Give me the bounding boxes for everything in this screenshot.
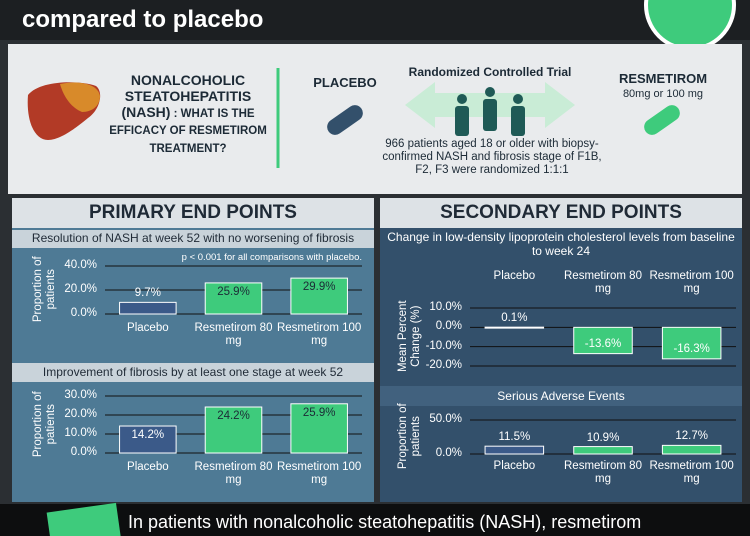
value-label: 25.9% (217, 285, 250, 298)
bar (290, 403, 348, 454)
x-tick-label: Placebo (493, 460, 536, 472)
x-tick-label: Resmetirom 80 mg (194, 322, 273, 348)
y-tick-label: 0.0% (435, 320, 462, 333)
chart-note: p < 0.001 for all comparisons with place… (181, 252, 362, 263)
panel-title: SECONDARY END POINTS (440, 202, 682, 223)
drug-label: RESMETIROM (618, 71, 708, 86)
subtitle-band (12, 230, 374, 248)
value-label: 14.2% (131, 429, 165, 442)
trial-label: Randomized Controlled Trial (408, 65, 572, 79)
value-label: 10.9% (586, 431, 620, 444)
value-label: 9.7% (134, 287, 161, 300)
bar (573, 446, 633, 455)
value-label: 24.2% (217, 410, 250, 423)
y-axis-label: Proportion of patients (396, 403, 422, 470)
bar (573, 326, 633, 355)
bar (204, 282, 263, 315)
y-tick-label: 10.0% (429, 301, 462, 313)
x-tick-label: Placebo (127, 322, 169, 334)
x-tick-label: Placebo (493, 270, 536, 282)
population-text: 966 patients aged 18 or older with biops… (382, 138, 602, 177)
x-tick-label: Resmetirom 80 mg (564, 270, 642, 296)
page-title: compared to placebo (22, 6, 264, 33)
subtitle-band (380, 386, 742, 406)
bar (290, 277, 348, 315)
drug-pill (644, 105, 680, 135)
x-tick-label: Resmetirom 100 mg (649, 460, 734, 486)
chart-title: Resolution of NASH at week 52 with no wo… (31, 231, 355, 245)
y-tick-label: 10.0% (64, 427, 97, 439)
chart-title: Change in low-density lipoprotein choles… (387, 230, 735, 258)
value-label: -13.6% (584, 337, 622, 350)
subtitle-band (12, 363, 374, 382)
liver-icon (60, 82, 100, 112)
footer-icon (46, 502, 122, 536)
question-rest: : WHAT IS THE EFFICACY OF RESMETIROM TRE… (109, 108, 267, 155)
y-tick-label: 0.0% (70, 446, 97, 458)
placebo-pill (327, 105, 363, 135)
value-label: -16.3% (673, 342, 710, 355)
people-icon (455, 87, 525, 136)
bar (119, 301, 177, 315)
y-tick-label: 20.0% (64, 408, 97, 420)
bar (484, 326, 545, 329)
value-label: 12.7% (675, 430, 708, 443)
bar (661, 326, 722, 360)
question: NONALCOHOLIC STEATOHEPATITIS (NASH) : WH… (104, 72, 272, 156)
y-tick-label: 0.0% (435, 447, 462, 459)
question-bold: NONALCOHOLIC STEATOHEPATITIS (NASH) (121, 72, 252, 121)
y-tick-label: 0.0% (70, 307, 97, 319)
y-tick-label: 50.0% (429, 413, 462, 425)
title-band (380, 198, 742, 228)
title-band (12, 198, 374, 228)
y-tick-label: -10.0% (425, 339, 462, 352)
y-tick-label: -20.0% (425, 359, 462, 371)
x-tick-label: Resmetirom 100 mg (649, 270, 734, 296)
bar (119, 425, 177, 454)
header-band (0, 0, 750, 40)
footer-text: In patients with nonalcoholic steatohepa… (128, 512, 642, 532)
y-tick-label: 20.0% (64, 283, 97, 295)
logo (644, 0, 736, 51)
value-label: 25.9% (302, 406, 336, 419)
bar (484, 445, 545, 455)
x-tick-label: Resmetirom 80 mg (194, 461, 273, 487)
dose-label: 80mg or 100 mg (622, 88, 704, 100)
value-label: 29.9% (302, 281, 336, 294)
chart-title: Serious Adverse Events (497, 389, 625, 403)
placebo-label: PLACEBO (313, 75, 377, 90)
value-label: 0.1% (501, 312, 528, 325)
bar (661, 444, 722, 455)
x-tick-label: Resmetirom 100 mg (276, 322, 362, 348)
y-tick-label: 30.0% (64, 389, 97, 401)
bar (204, 406, 263, 454)
chart-title: Improvement of fibrosis by at least one … (42, 365, 344, 379)
x-tick-label: Resmetirom 80 mg (564, 460, 642, 486)
value-label: 11.5% (498, 431, 531, 444)
x-tick-label: Resmetirom 100 mg (276, 461, 362, 487)
y-tick-label: 40.0% (64, 259, 97, 271)
x-tick-label: Placebo (127, 461, 169, 473)
panel-title: PRIMARY END POINTS (89, 202, 297, 223)
footer-band (0, 504, 750, 536)
intro-band (8, 44, 742, 194)
